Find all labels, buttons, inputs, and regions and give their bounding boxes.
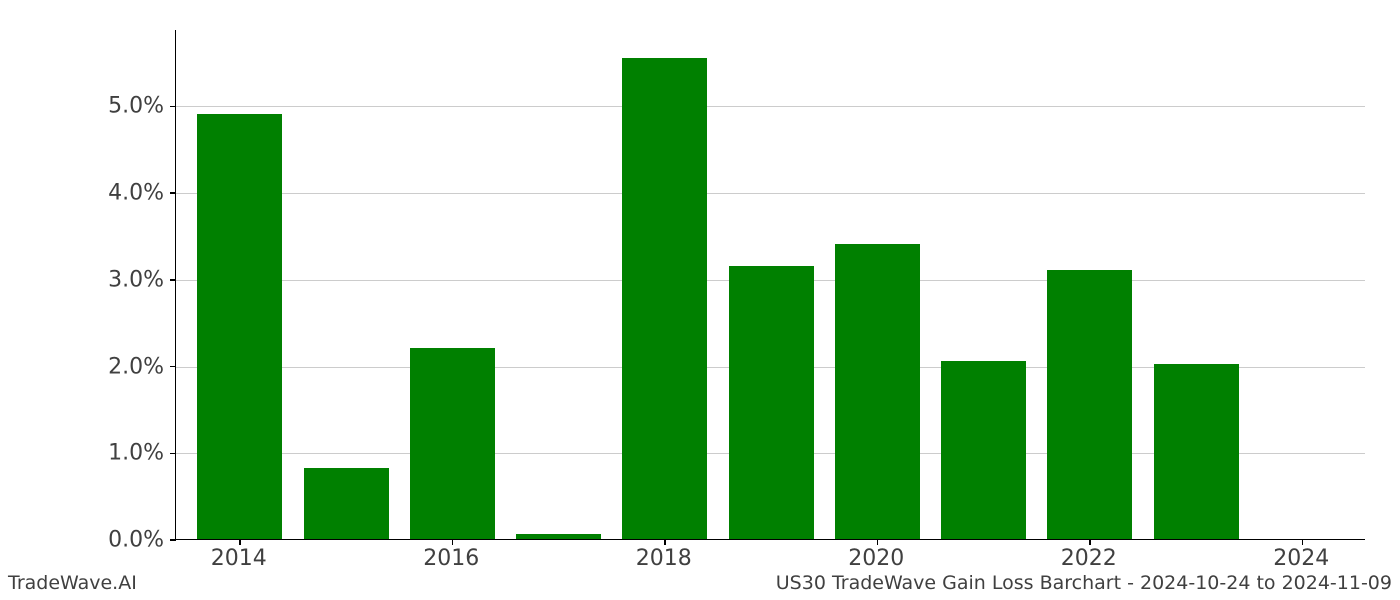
ytick-label: 5.0% xyxy=(108,94,164,119)
xtick-label: 2014 xyxy=(211,546,267,571)
plot-area xyxy=(175,30,1365,540)
ytick-mark xyxy=(170,366,176,368)
ytick-mark xyxy=(170,106,176,108)
bar xyxy=(1047,270,1132,539)
bar xyxy=(941,361,1026,539)
xtick-mark xyxy=(239,539,241,545)
ytick-mark xyxy=(170,192,176,194)
xtick-label: 2018 xyxy=(636,546,692,571)
xtick-label: 2016 xyxy=(423,546,479,571)
ytick-label: 0.0% xyxy=(108,528,164,553)
xtick-mark xyxy=(452,539,454,545)
bar xyxy=(516,534,601,539)
ytick-label: 1.0% xyxy=(108,441,164,466)
xtick-mark xyxy=(1302,539,1304,545)
bar xyxy=(729,266,814,539)
bar xyxy=(197,114,282,539)
ytick-mark xyxy=(170,453,176,455)
bar xyxy=(1154,364,1239,539)
xtick-label: 2020 xyxy=(848,546,904,571)
ytick-label: 3.0% xyxy=(108,267,164,292)
footer-caption: US30 TradeWave Gain Loss Barchart - 2024… xyxy=(776,572,1392,594)
gridline xyxy=(176,106,1365,107)
bar xyxy=(835,244,920,539)
xtick-label: 2024 xyxy=(1273,546,1329,571)
ytick-mark xyxy=(170,539,176,541)
xtick-mark xyxy=(664,539,666,545)
xtick-label: 2022 xyxy=(1061,546,1117,571)
bar xyxy=(410,348,495,539)
gridline xyxy=(176,193,1365,194)
bar xyxy=(304,468,389,539)
ytick-label: 2.0% xyxy=(108,354,164,379)
ytick-label: 4.0% xyxy=(108,181,164,206)
bar xyxy=(622,58,707,539)
footer-brand: TradeWave.AI xyxy=(8,572,137,594)
xtick-mark xyxy=(1089,539,1091,545)
xtick-mark xyxy=(877,539,879,545)
ytick-mark xyxy=(170,279,176,281)
chart-container: TradeWave.AI US30 TradeWave Gain Loss Ba… xyxy=(0,0,1400,600)
